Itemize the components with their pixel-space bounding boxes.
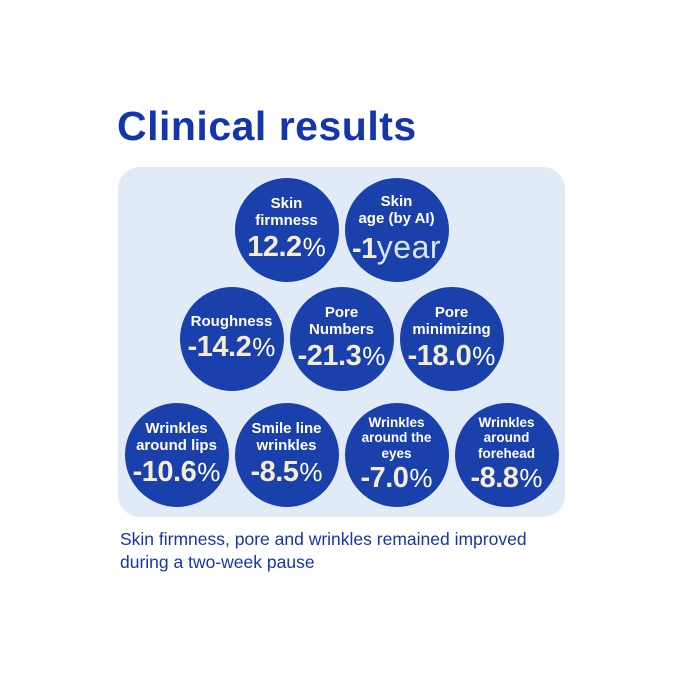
stat-suffix: % [197,456,221,487]
stat-suffix: % [362,340,386,371]
stat-value-wrap: -7.0 % [360,462,432,495]
stat-label: Smile line wrinkles [251,420,322,454]
stat-row-3: Wrinkles around lips -10.6 % Smile line … [118,403,565,507]
stat-label: Skin age (by AI) [358,193,435,227]
stat-label: Wrinkles around lips [136,420,217,454]
stat-value: -8.5 [250,455,299,488]
stat-value-wrap: -8.5 % [250,456,322,489]
stat-value-wrap: -14.2 % [188,331,276,364]
stat-label: Pore Numbers [308,304,375,338]
stat-value: -10.6 [132,455,197,488]
stat-circle-wrinkles-lips: Wrinkles around lips -10.6 % [124,403,229,507]
stat-value: -8.8 [470,462,519,495]
stat-label: Skin firmness [255,195,318,229]
stat-circle-wrinkles-eyes: Wrinkles around the eyes -7.0 % [344,403,449,507]
stat-value: -21.3 [297,339,362,372]
stat-suffix: % [519,463,543,494]
stat-label: Wrinkles around forehead [477,414,535,461]
stat-value: -18.0 [407,339,472,372]
stat-label: Roughness [190,312,273,330]
stat-value-wrap: 12.2 % [247,231,326,264]
stat-value: 12.2 [247,230,302,263]
stat-suffix: year [376,228,442,265]
stat-suffix: % [409,463,433,494]
stat-value: -1 [351,232,377,265]
stat-value-wrap: -10.6 % [133,456,221,489]
stat-suffix: % [299,456,323,487]
stat-row-1: Skin firmness 12.2 % Skin age (by AI) -1… [118,178,565,282]
stat-circle-pore-minimizing: Pore minimizing -18.0 % [399,287,504,391]
stat-label: Wrinkles around the eyes [361,414,432,461]
stat-circle-smile-line: Smile line wrinkles -8.5 % [234,403,339,507]
stat-suffix: % [302,231,326,262]
results-panel: Skin firmness 12.2 % Skin age (by AI) -1… [118,167,565,517]
page-title: Clinical results [117,103,417,149]
stat-value: -14.2 [187,331,252,364]
stat-value-wrap: -8.8 % [470,462,542,495]
stat-suffix: % [252,332,276,363]
stat-circle-skin-firmness: Skin firmness 12.2 % [234,178,339,282]
stat-row-2: Roughness -14.2 % Pore Numbers -21.3 % P… [118,287,565,391]
stat-circle-pore-numbers: Pore Numbers -21.3 % [289,287,394,391]
stat-circle-skin-age: Skin age (by AI) -1 year [344,178,449,282]
stat-value-wrap: -18.0 % [408,340,496,373]
stat-label: Pore minimizing [412,304,491,338]
stat-circle-wrinkles-forehead: Wrinkles around forehead -8.8 % [454,403,559,507]
stat-suffix: % [472,340,496,371]
stat-value-wrap: -1 year [352,229,441,266]
stat-circle-roughness: Roughness -14.2 % [179,287,284,391]
stat-value: -7.0 [360,462,409,495]
caption: Skin firmness, pore and wrinkles remaine… [120,529,527,573]
stat-value-wrap: -21.3 % [298,340,386,373]
